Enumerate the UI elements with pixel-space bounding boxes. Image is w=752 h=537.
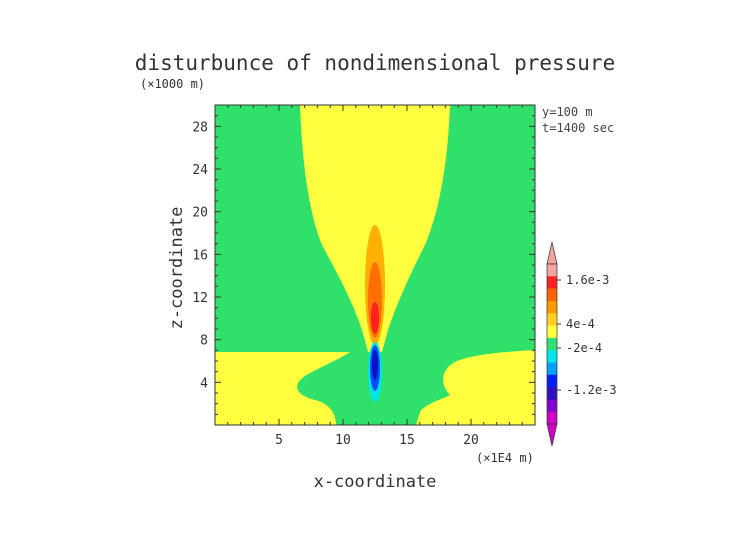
colorbar: 1.6e-3 4e-4 -2e-4 -1.2e-3 [546, 241, 617, 447]
x-tick-label: 15 [399, 433, 415, 448]
colorbar-segment [547, 350, 557, 363]
y-axis: 4 8 12 16 20 24 28 [192, 104, 535, 426]
y-tick-label: 4 [200, 376, 208, 391]
x-tick-label: 20 [463, 433, 479, 448]
annotation-t: t=1400 sec [542, 121, 614, 135]
colorbar-segment [547, 276, 557, 290]
annotation-y: y=100 m [542, 105, 593, 119]
colorbar-segment [547, 325, 557, 339]
x-tick-label: 10 [335, 433, 351, 448]
y-tick-label: 24 [192, 163, 208, 178]
colorbar-frame [546, 263, 558, 425]
y-tick-label: 12 [192, 291, 208, 306]
colorbar-segment [547, 374, 557, 388]
colorbar-label: 4e-4 [566, 317, 595, 331]
colorbar-segment [547, 399, 557, 413]
z-unit-label: (×1000 m) [140, 77, 205, 91]
colorbar-label: -1.2e-3 [566, 383, 617, 397]
colorbar-top-arrow [546, 241, 558, 265]
colorbar-segment [547, 264, 557, 277]
colorbar-bottom-arrow [546, 423, 558, 447]
y-tick-label: 28 [192, 120, 208, 135]
y-axis-title: z-coordinate [167, 207, 187, 330]
colorbar-label: 1.6e-3 [566, 273, 609, 287]
y-tick-label: 20 [192, 206, 208, 221]
y-tick-label: 8 [200, 334, 208, 349]
lower-left-region [215, 352, 350, 425]
chart-title: disturbunce of nondimensional pressure [135, 51, 615, 75]
colorbar-segment [547, 337, 557, 351]
lower-right-region [416, 350, 535, 425]
deep-blue-negative-core [372, 350, 378, 380]
red-core [371, 302, 379, 334]
colorbar-segment [547, 362, 557, 376]
x-unit-label: (×1E4 m) [476, 451, 534, 465]
plot-area [215, 105, 535, 425]
colorbar-segment [547, 387, 557, 400]
colorbar-segment [547, 411, 557, 425]
colorbar-segment [547, 288, 557, 302]
x-axis: 5 10 15 20 [214, 105, 536, 448]
colorbar-segment [547, 313, 557, 327]
x-tick-label: 5 [275, 433, 283, 448]
colorbar-label: -2e-4 [566, 341, 602, 355]
x-axis-title: x-coordinate [314, 472, 437, 492]
colorbar-segment [547, 300, 557, 314]
y-tick-label: 16 [192, 248, 208, 263]
